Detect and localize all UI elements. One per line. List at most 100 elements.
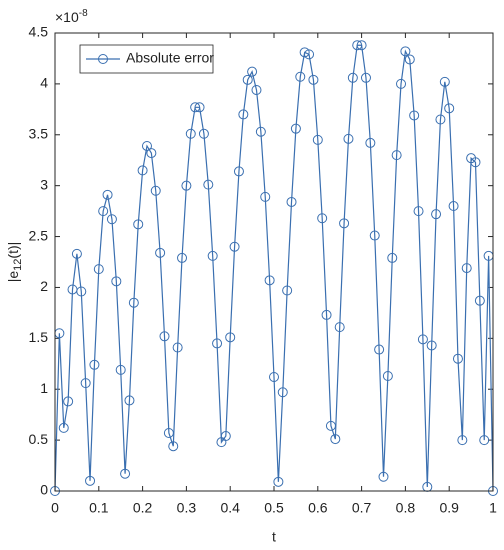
y-label-tail: (t)| — [5, 242, 21, 259]
data-point — [387, 252, 398, 263]
data-point — [220, 431, 231, 442]
data-point — [128, 297, 139, 308]
data-point — [308, 74, 319, 85]
data-point — [452, 353, 463, 364]
data-point — [177, 252, 188, 263]
x-tick-label: 0.4 — [220, 500, 240, 516]
y-multiplier-exponent: -8 — [79, 8, 88, 19]
data-point — [312, 134, 323, 145]
data-point — [133, 219, 144, 230]
y-tick-label: 2.5 — [29, 227, 49, 243]
data-point — [120, 468, 131, 479]
data-point — [229, 241, 240, 252]
data-point — [251, 84, 262, 95]
x-tick-label: 0.5 — [264, 500, 284, 516]
data-point — [479, 435, 490, 446]
data-point — [365, 137, 376, 148]
data-point — [80, 378, 91, 389]
data-point — [137, 165, 148, 176]
legend-label: Absolute error — [126, 50, 214, 66]
data-point — [435, 114, 446, 125]
data-point — [474, 295, 485, 306]
data-point — [111, 276, 122, 287]
data-point — [369, 230, 380, 241]
y-tick-label: 4.5 — [29, 24, 49, 40]
data-point — [413, 206, 424, 217]
y-tick-label: 0 — [40, 482, 48, 498]
data-point — [286, 196, 297, 207]
data-point — [444, 103, 455, 114]
y-tick-label: 4 — [40, 75, 48, 91]
data-point — [400, 46, 411, 57]
data-point — [374, 344, 385, 355]
data-point — [155, 247, 166, 258]
data-point — [317, 213, 328, 224]
data-point — [457, 435, 468, 446]
legend-marker — [98, 54, 108, 64]
x-tick-label: 1 — [489, 500, 497, 516]
x-tick-label: 0.9 — [439, 500, 459, 516]
data-point — [282, 285, 293, 296]
data-point — [102, 189, 113, 200]
x-tick-label: 0.2 — [133, 500, 153, 516]
data-point — [391, 150, 402, 161]
data-point — [448, 201, 459, 212]
data-point — [93, 264, 104, 275]
data-point — [277, 387, 288, 398]
y-axis-label: |e12(t)| — [5, 242, 24, 283]
data-point — [146, 148, 157, 159]
x-tick-label: 0.3 — [177, 500, 197, 516]
x-tick-label: 0.1 — [89, 500, 109, 516]
data-point — [378, 471, 389, 482]
axes-box — [54, 32, 494, 492]
data-point — [190, 102, 201, 113]
data-point — [198, 128, 209, 139]
data-point — [356, 40, 367, 51]
y-multiplier: ×10-8 — [55, 8, 88, 25]
data-point — [141, 140, 152, 151]
data-point — [98, 206, 109, 217]
data-point — [150, 185, 161, 196]
data-point — [58, 422, 69, 433]
plot-area — [55, 33, 493, 491]
data-point — [124, 395, 135, 406]
data-point — [269, 372, 279, 383]
data-point — [71, 248, 82, 259]
data-point — [426, 340, 437, 351]
data-point — [273, 476, 284, 487]
x-tick-label: 0.8 — [396, 500, 416, 516]
data-point — [207, 250, 218, 261]
data-point — [159, 331, 170, 342]
data-point — [76, 286, 87, 297]
data-point — [255, 126, 266, 137]
y-tick-label: 3.5 — [29, 125, 49, 141]
data-point — [295, 71, 306, 82]
x-tick-label: 0 — [51, 500, 59, 516]
data-point — [299, 47, 310, 58]
data-point — [260, 191, 271, 202]
data-point — [233, 166, 244, 177]
data-point — [194, 102, 205, 113]
data-point — [431, 209, 442, 220]
data-point — [352, 40, 363, 51]
y-multiplier-base: ×10 — [55, 9, 79, 25]
data-point — [225, 332, 236, 343]
data-point — [304, 49, 315, 60]
data-point — [343, 133, 354, 144]
data-point — [247, 66, 258, 77]
data-point — [181, 180, 192, 191]
data-point — [404, 54, 415, 65]
y-tick-label: 1 — [40, 380, 48, 396]
data-point — [330, 434, 341, 445]
data-point — [439, 76, 450, 87]
x-tick-label: 0.7 — [352, 500, 372, 516]
data-point — [470, 157, 481, 168]
data-point — [168, 441, 179, 452]
data-point — [63, 396, 74, 407]
data-point — [115, 364, 126, 375]
data-point — [409, 110, 420, 121]
data-point — [334, 322, 345, 333]
y-tick-label: 1.5 — [29, 329, 49, 345]
